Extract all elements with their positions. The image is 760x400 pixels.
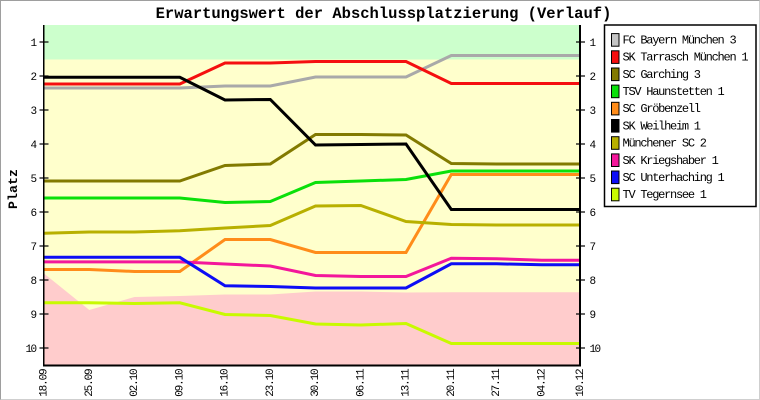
svg-text:27.11: 27.11 [491, 368, 503, 397]
svg-text:13.11: 13.11 [401, 368, 413, 397]
svg-text:25.09: 25.09 [84, 369, 96, 397]
svg-text:SC Gröbenzell: SC Gröbenzell [623, 102, 701, 116]
svg-text:6: 6 [30, 208, 36, 220]
svg-text:5: 5 [30, 174, 36, 186]
svg-text:09.10: 09.10 [174, 369, 186, 397]
svg-text:SK Kriegshaber 1: SK Kriegshaber 1 [623, 154, 719, 168]
svg-text:1: 1 [30, 38, 37, 50]
svg-text:8: 8 [590, 276, 596, 288]
svg-text:8: 8 [30, 276, 36, 288]
svg-text:9: 9 [590, 310, 596, 322]
svg-text:20.11: 20.11 [446, 368, 458, 397]
svg-text:TV Tegernsee 1: TV Tegernsee 1 [623, 188, 707, 202]
svg-text:SC Unterhaching 1: SC Unterhaching 1 [623, 171, 725, 185]
svg-text:10: 10 [590, 344, 601, 356]
svg-text:SK Weilheim 1: SK Weilheim 1 [623, 119, 701, 133]
svg-text:10: 10 [25, 344, 36, 356]
svg-text:02.10: 02.10 [129, 369, 141, 397]
svg-text:10.12: 10.12 [575, 369, 587, 397]
svg-text:7: 7 [590, 242, 596, 254]
svg-text:23.10: 23.10 [265, 369, 277, 397]
svg-text:16.10: 16.10 [220, 369, 232, 397]
svg-text:9: 9 [30, 310, 36, 322]
svg-text:3: 3 [590, 106, 596, 118]
svg-text:30.10: 30.10 [310, 369, 322, 397]
svg-text:Münchener SC 2: Münchener SC 2 [623, 137, 707, 151]
svg-text:18.09: 18.09 [39, 369, 51, 397]
svg-text:SC Garching 3: SC Garching 3 [623, 68, 701, 82]
svg-text:7: 7 [30, 242, 36, 254]
svg-text:2: 2 [30, 72, 36, 84]
svg-text:2: 2 [590, 72, 596, 84]
svg-text:4: 4 [590, 140, 597, 152]
svg-text:FC Bayern München 3: FC Bayern München 3 [623, 34, 737, 48]
svg-text:SK Tarrasch München 1: SK Tarrasch München 1 [623, 51, 749, 65]
svg-text:4: 4 [30, 140, 37, 152]
svg-text:04.12: 04.12 [536, 369, 548, 397]
svg-text:1: 1 [590, 38, 597, 50]
svg-text:TSV Haunstetten 1: TSV Haunstetten 1 [623, 85, 725, 99]
svg-text:5: 5 [590, 174, 596, 186]
svg-text:3: 3 [30, 106, 36, 118]
svg-text:6: 6 [590, 208, 596, 220]
svg-text:Platz: Platz [6, 169, 21, 209]
svg-text:Erwartungswert der Abschlusspl: Erwartungswert der Abschlussplatzierung … [156, 5, 612, 23]
svg-text:06.11: 06.11 [355, 368, 367, 397]
